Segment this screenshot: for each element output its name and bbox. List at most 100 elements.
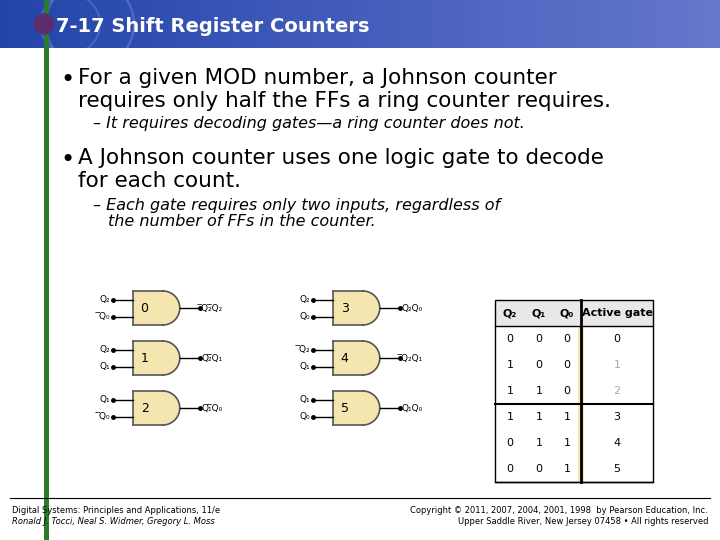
Text: Digital Systems: Principles and Applications, 11/e: Digital Systems: Principles and Applicat… xyxy=(12,506,220,515)
Text: 0: 0 xyxy=(506,334,513,344)
Bar xyxy=(180,0,187,48)
Bar xyxy=(302,0,310,48)
Text: Q₀: Q₀ xyxy=(560,308,574,318)
Bar xyxy=(331,0,338,48)
Bar xyxy=(482,0,490,48)
Polygon shape xyxy=(363,391,379,425)
Bar xyxy=(79,0,86,48)
Bar xyxy=(612,0,619,48)
Text: Q₀: Q₀ xyxy=(300,312,310,321)
Bar xyxy=(677,0,684,48)
Text: ̅Q₀: ̅Q₀ xyxy=(100,312,110,321)
Bar xyxy=(108,0,115,48)
Bar xyxy=(274,0,281,48)
Bar xyxy=(495,300,653,326)
Bar xyxy=(641,0,648,48)
Bar xyxy=(576,0,583,48)
Bar xyxy=(7,0,14,48)
Text: Q₂: Q₂ xyxy=(503,308,517,318)
Bar xyxy=(72,0,79,48)
Bar xyxy=(295,0,302,48)
Polygon shape xyxy=(363,291,379,325)
Text: 0: 0 xyxy=(506,438,513,448)
Text: 0: 0 xyxy=(613,334,621,344)
Bar xyxy=(454,0,461,48)
Text: Copyright © 2011, 2007, 2004, 2001, 1998  by Pearson Education, Inc.: Copyright © 2011, 2007, 2004, 2001, 1998… xyxy=(410,506,708,515)
Bar xyxy=(497,0,504,48)
Text: 0: 0 xyxy=(536,334,542,344)
Bar xyxy=(382,0,389,48)
Bar xyxy=(662,0,670,48)
Text: 1: 1 xyxy=(564,464,570,474)
Bar xyxy=(698,0,706,48)
Bar xyxy=(490,0,497,48)
Text: 0: 0 xyxy=(140,301,148,314)
Text: Q₁: Q₁ xyxy=(100,362,110,371)
Bar xyxy=(655,0,662,48)
Bar xyxy=(281,0,288,48)
Bar xyxy=(590,0,598,48)
Text: Upper Saddle River, New Jersey 07458 • All rights reserved: Upper Saddle River, New Jersey 07458 • A… xyxy=(457,517,708,526)
Bar xyxy=(418,0,425,48)
Text: 2: 2 xyxy=(613,386,621,396)
Text: the number of FFs in the counter.: the number of FFs in the counter. xyxy=(108,214,376,229)
Bar xyxy=(333,291,363,325)
Bar xyxy=(132,291,163,325)
Bar xyxy=(374,0,382,48)
Bar xyxy=(389,0,396,48)
Bar xyxy=(446,0,454,48)
Text: 0: 0 xyxy=(506,464,513,474)
Text: 5: 5 xyxy=(341,402,348,415)
Bar xyxy=(605,0,612,48)
Bar xyxy=(670,0,677,48)
Text: Q₁Q₀: Q₁Q₀ xyxy=(402,403,423,413)
Text: – Each gate requires only two inputs, regardless of: – Each gate requires only two inputs, re… xyxy=(93,198,500,213)
Text: 4: 4 xyxy=(341,352,348,365)
Text: 1: 1 xyxy=(506,360,513,370)
Polygon shape xyxy=(363,341,379,375)
Text: For a given MOD number, a Johnson counter: For a given MOD number, a Johnson counte… xyxy=(78,68,557,88)
Bar xyxy=(475,0,482,48)
Bar xyxy=(144,0,151,48)
Text: – It requires decoding gates—a ring counter does not.: – It requires decoding gates—a ring coun… xyxy=(93,116,525,131)
Text: Ronald J. Tocci, Neal S. Widmer, Gregory L. Moss: Ronald J. Tocci, Neal S. Widmer, Gregory… xyxy=(12,517,215,526)
Bar xyxy=(684,0,691,48)
Bar xyxy=(461,0,468,48)
Bar xyxy=(151,0,158,48)
Bar xyxy=(36,0,43,48)
Bar xyxy=(43,0,50,48)
Text: Q₂̅Q₁: Q₂̅Q₁ xyxy=(202,354,223,362)
Bar xyxy=(468,0,475,48)
Bar xyxy=(403,0,410,48)
Bar xyxy=(691,0,698,48)
Text: ̅Q₂: ̅Q₂ xyxy=(300,345,310,354)
Bar xyxy=(44,0,49,540)
Text: 0: 0 xyxy=(564,360,570,370)
Text: 0: 0 xyxy=(564,334,570,344)
Bar xyxy=(353,0,360,48)
Bar xyxy=(495,300,653,482)
Bar xyxy=(410,0,418,48)
Bar xyxy=(101,0,108,48)
Polygon shape xyxy=(163,341,180,375)
Bar xyxy=(166,0,173,48)
Bar xyxy=(44,48,49,540)
Text: 1: 1 xyxy=(564,412,570,422)
Text: 0: 0 xyxy=(536,464,542,474)
Bar xyxy=(338,0,346,48)
Bar xyxy=(187,0,194,48)
Bar xyxy=(58,0,65,48)
Bar xyxy=(0,0,7,48)
Text: 1: 1 xyxy=(536,386,542,396)
Text: ̅Q₂̅Q₂: ̅Q₂̅Q₂ xyxy=(202,303,223,313)
Bar xyxy=(202,0,209,48)
Text: Q₁: Q₁ xyxy=(100,395,110,404)
Text: 5: 5 xyxy=(613,464,621,474)
Text: Q₁̅Q₀: Q₁̅Q₀ xyxy=(202,403,223,413)
Text: Q₁: Q₁ xyxy=(300,362,310,371)
Bar xyxy=(533,0,540,48)
Bar xyxy=(22,0,29,48)
Bar xyxy=(86,0,94,48)
Bar xyxy=(209,0,216,48)
Bar xyxy=(578,300,584,482)
